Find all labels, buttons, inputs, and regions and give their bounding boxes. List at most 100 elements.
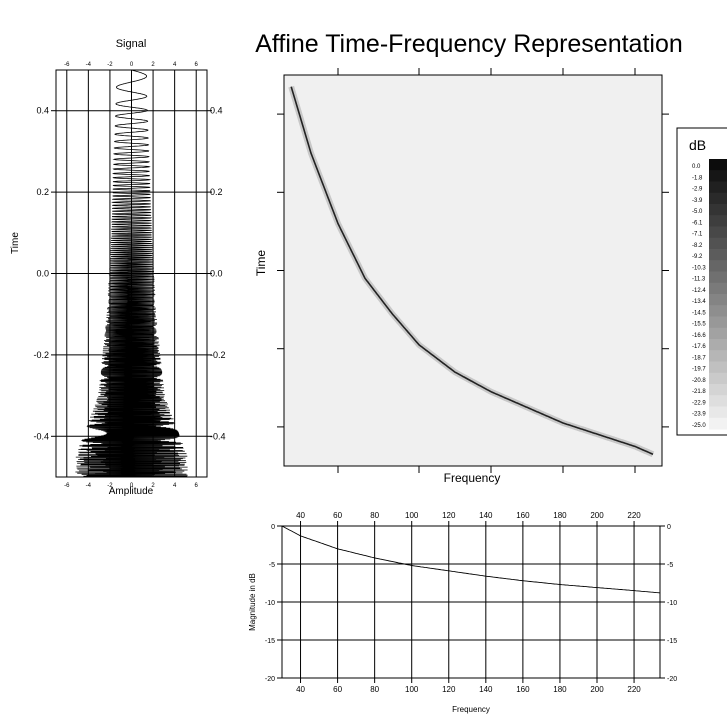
colorbar-label: -5.0 [692, 209, 703, 215]
signal-tick-label-top: 2 [151, 62, 155, 68]
signal-tick-label-top: -4 [86, 62, 92, 68]
colorbar-label: -13.4 [692, 299, 706, 305]
colorbar-label: -7.1 [692, 232, 703, 238]
signal-tick-label-bottom: 6 [195, 483, 199, 489]
colorbar-swatches [709, 159, 727, 430]
tfr-ticks [277, 68, 669, 473]
magnitude-tick-label-bottom: 100 [405, 685, 419, 694]
magnitude-panel: 40 40 60 60 80 80 100 100 120 120 140 140 160 160 180 1… [248, 511, 677, 714]
colorbar-label: -9.2 [692, 254, 703, 260]
colorbar-label: -3.9 [692, 198, 703, 204]
colorbar-swatch [709, 361, 727, 374]
magnitude-tick-label-left: 0 [271, 524, 275, 531]
magnitude-tick-label-left: -20 [265, 676, 275, 683]
magnitude-tick-label-bottom: 120 [442, 685, 456, 694]
signal-tick-label-top: -6 [64, 62, 70, 68]
colorbar-label: -18.7 [692, 355, 706, 361]
magnitude-tick-label-right: 0 [667, 524, 671, 531]
tfr-ylabel: Time [254, 250, 268, 277]
signal-tick-label-bottom: 4 [173, 483, 177, 489]
colorbar: dB 0.0 -1.8 -2.9 -3.9 -5.0 -6.1 -7.1 -8.2 -9.2 -1… [676, 127, 727, 436]
magnitude-tick-label-top: 60 [333, 511, 342, 520]
magnitude-tick-label-top: 180 [553, 511, 567, 520]
magnitude-tick-label-top: 120 [442, 511, 456, 520]
colorbar-label: -16.6 [692, 333, 706, 339]
colorbar-swatch [709, 350, 727, 362]
colorbar-swatch [709, 384, 727, 396]
colorbar-label: -10.3 [692, 265, 706, 271]
colorbar-label: -6.1 [692, 220, 703, 226]
colorbar-swatch [709, 406, 727, 419]
signal-tick-label-left: 0.0 [36, 269, 49, 279]
colorbar-label: -17.6 [692, 344, 706, 350]
magnitude-tick-label-bottom: 200 [590, 685, 604, 694]
tfr-plot-frame [283, 74, 663, 467]
colorbar-swatch [709, 226, 727, 239]
signal-title: Signal [116, 38, 147, 50]
tfr-ridge [290, 86, 654, 456]
colorbar-swatch [709, 215, 727, 227]
colorbar-label: -23.9 [692, 412, 706, 418]
main-title: Affine Time-Frequency Representation [255, 30, 683, 58]
magnitude-tick-label-bottom: 60 [333, 685, 342, 694]
magnitude-tick-label-bottom: 40 [296, 685, 305, 694]
signal-tick-label-bottom: -4 [86, 483, 92, 489]
signal-tick-label-left: 0.2 [36, 187, 49, 197]
colorbar-label: -21.8 [692, 389, 706, 395]
colorbar-label: -25.0 [692, 423, 706, 429]
magnitude-tick-label-bottom: 140 [479, 685, 493, 694]
colorbar-label: -8.2 [692, 243, 703, 249]
magnitude-tick-label-top: 40 [296, 511, 305, 520]
colorbar-swatch [709, 327, 727, 340]
colorbar-swatch [709, 282, 727, 295]
magnitude-tick-label-top: 160 [516, 511, 530, 520]
signal-tick-label-left: 0.4 [36, 106, 49, 116]
magnitude-tick-label-left: -5 [269, 562, 275, 569]
magnitude-tick-label-right: -5 [667, 562, 673, 569]
tfr-panel: Frequency Time [254, 68, 669, 485]
signal-tick-label-right: 0.0 [210, 269, 223, 279]
signal-tick-label-top: -2 [107, 62, 113, 68]
magnitude-tick-label-bottom: 180 [553, 685, 567, 694]
colorbar-swatch [709, 159, 727, 171]
colorbar-swatch [709, 372, 727, 385]
colorbar-label: -14.5 [692, 310, 706, 316]
magnitude-xlabel: Frequency [452, 705, 490, 714]
colorbar-swatch [709, 181, 727, 194]
colorbar-swatch [709, 260, 727, 272]
colorbar-swatch [709, 192, 727, 205]
signal-tick-label-top: 0 [130, 62, 134, 68]
colorbar-swatch [709, 170, 727, 182]
magnitude-tick-label-right: -10 [667, 600, 677, 607]
signal-tick-label-bottom: 2 [151, 483, 155, 489]
magnitude-tick-label-top: 140 [479, 511, 493, 520]
signal-tick-label-bottom: 0 [130, 483, 134, 489]
magnitude-tick-label-bottom: 220 [627, 685, 641, 694]
tfr-xlabel: Frequency [444, 471, 501, 485]
colorbar-label: -11.3 [692, 277, 706, 283]
magnitude-tick-label-right: -20 [667, 676, 677, 683]
colorbar-title: dB [689, 137, 706, 153]
magnitude-tick-label-bottom: 80 [370, 685, 379, 694]
signal-tick-label-right: 0.2 [210, 187, 223, 197]
magnitude-tick-label-right: -15 [667, 638, 677, 645]
magnitude-tick-label-left: -10 [265, 600, 275, 607]
colorbar-label: -1.8 [692, 175, 703, 181]
magnitude-tick-label-bottom: 160 [516, 685, 530, 694]
magnitude-line [281, 525, 661, 594]
signal-tick-label-top: 4 [173, 62, 177, 68]
colorbar-label: -20.8 [692, 378, 706, 384]
signal-line [75, 69, 188, 478]
colorbar-label: -2.9 [692, 187, 703, 193]
colorbar-label: -12.4 [692, 288, 706, 294]
signal-tick-label-top: 6 [195, 62, 199, 68]
magnitude-ylabel: Magnitude in dB [248, 573, 257, 631]
colorbar-label: 0.0 [692, 164, 701, 170]
colorbar-swatch [709, 271, 727, 284]
colorbar-labels: 0.0 -1.8 -2.9 -3.9 -5.0 -6.1 -7.1 -8.2 -9.2 -10.3… [692, 164, 706, 429]
magnitude-tick-label-left: -15 [265, 638, 275, 645]
signal-tick-label-right: 0.4 [210, 106, 223, 116]
magnitude-tick-label-top: 100 [405, 511, 419, 520]
